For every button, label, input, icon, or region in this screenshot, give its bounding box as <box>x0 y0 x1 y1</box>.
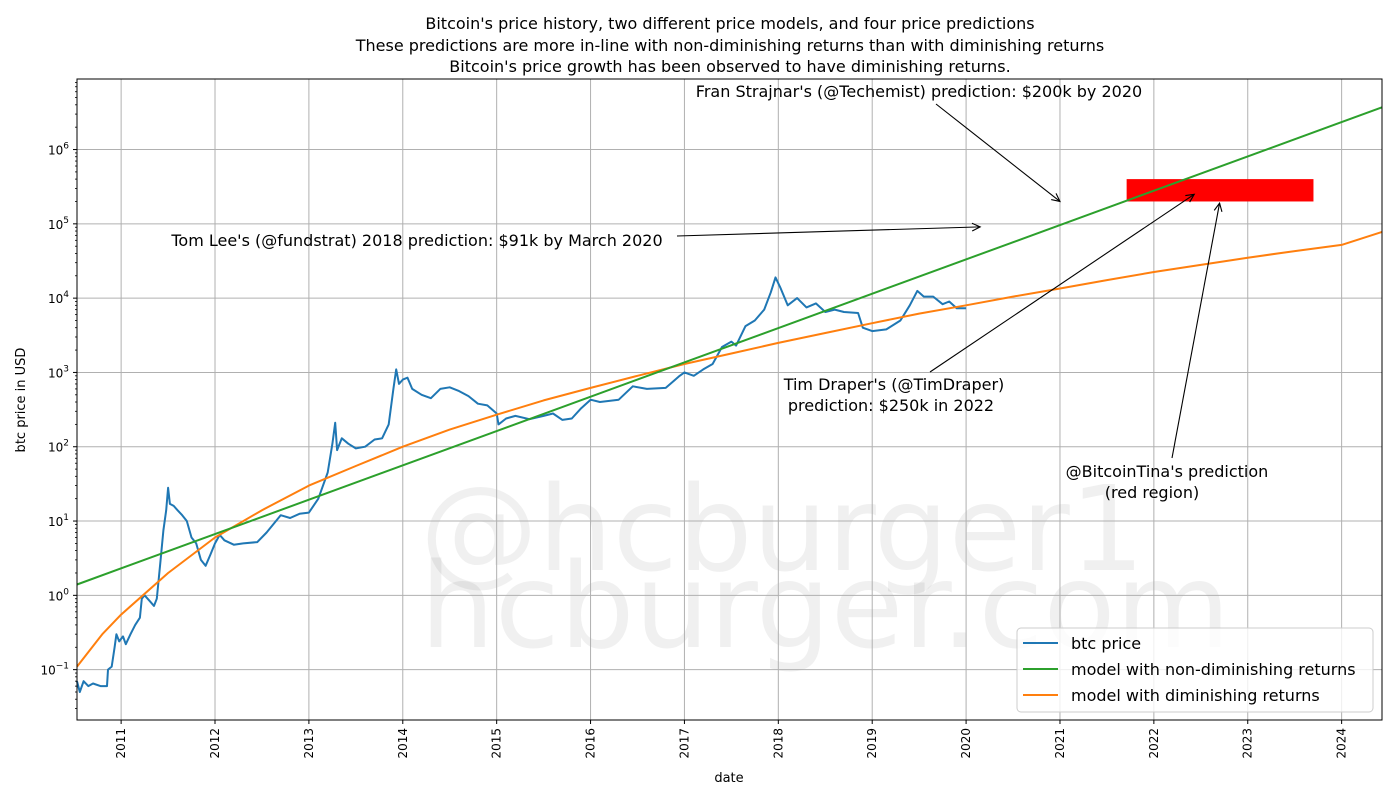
x-tick-label-2024: 2024 <box>1335 728 1349 759</box>
arrow-fran-strajnar <box>935 103 1061 202</box>
x-axis-label: date <box>714 771 743 786</box>
arrow-tom-lee <box>676 226 981 237</box>
y-tick-label-4: 104 <box>48 290 69 306</box>
annotation-tim-draper-line-2: prediction: $250k in 2022 <box>788 396 994 415</box>
arrow-tim-draper <box>929 193 1195 373</box>
x-tick-label-2018: 2018 <box>771 728 785 759</box>
region-layer <box>1126 179 1314 202</box>
series-layer <box>76 106 1383 693</box>
y-tick-label-2: 102 <box>48 439 69 455</box>
y-tick-label-0: 100 <box>48 587 69 603</box>
y-tick-label--1: 10−1 <box>40 662 69 678</box>
annotation-bitcointina-line-1: @BitcoinTina's prediction <box>1066 462 1269 481</box>
x-tick-label-2020: 2020 <box>959 728 973 759</box>
arrow-bitcointina-head <box>1213 201 1223 212</box>
y-axis-label: btc price in USD <box>14 348 29 453</box>
x-tick-label-2016: 2016 <box>584 728 598 759</box>
arrow-bitcointina <box>1171 203 1221 459</box>
axes <box>76 78 1383 721</box>
y-tick-label-5: 105 <box>48 216 69 232</box>
chart-title: Bitcoin's price history, two different p… <box>355 14 1105 76</box>
annotation-bitcointina-line-2: (red region) <box>1105 483 1199 502</box>
title-line-3: Bitcoin's price growth has been observed… <box>449 57 1010 76</box>
annotation-arrows <box>676 103 1223 459</box>
title-line-1: Bitcoin's price history, two different p… <box>425 14 1034 33</box>
x-tick-label-2014: 2014 <box>396 728 410 759</box>
series-model-with-non-diminishing-returns <box>76 106 1383 586</box>
y-tick-label-6: 106 <box>48 142 69 158</box>
y-tick-label-3: 103 <box>48 364 69 380</box>
annotations: Fran Strajnar's (@Techemist) prediction:… <box>170 82 1268 502</box>
series-model-with-diminishing-returns <box>76 230 1383 668</box>
x-tick-label-2013: 2013 <box>302 728 316 759</box>
annotation-tom-lee: Tom Lee's (@fundstrat) 2018 prediction: … <box>170 231 662 250</box>
x-tick-label-2022: 2022 <box>1147 728 1161 759</box>
legend-frame <box>1016 627 1374 713</box>
legend-label-non-diminishing: model with non-diminishing returns <box>1071 660 1356 679</box>
arrow-tim-draper-head <box>1185 193 1196 203</box>
y-tick-label-1: 101 <box>48 513 69 529</box>
x-tick-label-2015: 2015 <box>490 728 504 759</box>
series-btc-price <box>76 276 967 693</box>
legend: btc price model with non-diminishing ret… <box>1016 627 1374 713</box>
arrow-tom-lee-head <box>971 222 982 232</box>
arrow-fran-strajnar-head <box>1051 193 1061 203</box>
title-line-2: These predictions are more in-line with … <box>355 36 1105 55</box>
legend-label-btc-price: btc price <box>1071 634 1141 653</box>
plot-frame <box>76 78 1383 721</box>
x-tick-label-2011: 2011 <box>114 728 128 759</box>
watermark: @hcburger1 hcburger.com <box>420 460 1231 675</box>
grid <box>77 79 1382 720</box>
x-tick-label-2021: 2021 <box>1053 728 1067 759</box>
prediction-region-red <box>1126 179 1314 202</box>
annotation-tim-draper-line-1: Tim Draper's (@TimDraper) <box>783 375 1005 394</box>
ticks: 2011 2012 2013 2014 2015 2016 2017 2018 2019 2020… <box>40 82 1349 759</box>
watermark-line-1: @hcburger1 <box>420 460 1145 598</box>
x-tick-label-2017: 2017 <box>677 728 691 759</box>
legend-label-diminishing: model with diminishing returns <box>1071 686 1320 705</box>
annotation-fran-strajnar: Fran Strajnar's (@Techemist) prediction:… <box>696 82 1142 101</box>
x-tick-label-2023: 2023 <box>1241 728 1255 759</box>
x-tick-label-2012: 2012 <box>208 728 222 759</box>
x-tick-label-2019: 2019 <box>865 728 879 759</box>
